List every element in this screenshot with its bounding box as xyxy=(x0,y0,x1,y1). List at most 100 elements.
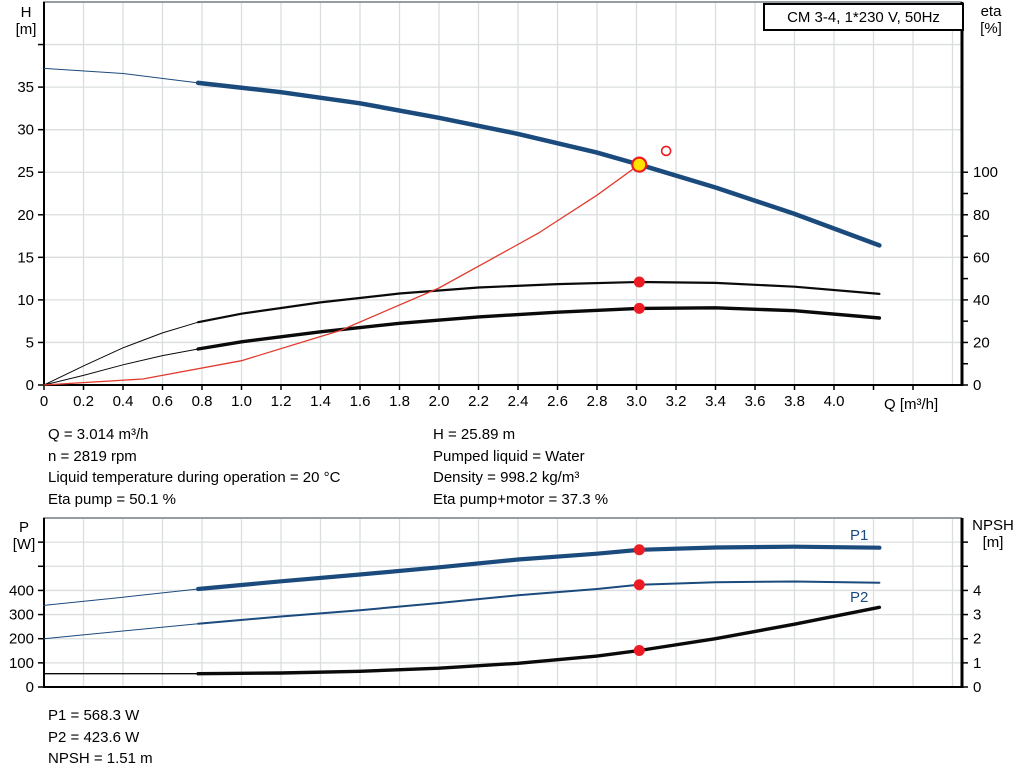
tick-label: 3 xyxy=(973,607,981,624)
series-system-curve xyxy=(43,163,640,386)
eta-pump-motor-curve-extension xyxy=(43,348,199,386)
eta-axis-unit-label: eta [%] xyxy=(980,3,1002,37)
info-density: Density = 998.2 kg/m³ xyxy=(433,469,580,487)
tick-label: 2.2 xyxy=(468,393,489,410)
tick-label: 100 xyxy=(973,164,998,181)
tick-label: 40 xyxy=(973,292,990,309)
head-curve-extension xyxy=(43,67,199,84)
tick-label: 0 xyxy=(26,679,34,696)
series-eta-pump-curve xyxy=(43,280,881,386)
series-eta-pump-motor-curve xyxy=(43,306,882,386)
tick-label: 3.2 xyxy=(666,393,687,410)
axis-ticks: 0 0.2 0.4 0.6 0.8 1.0 1.2 1.4 1.6 1.8 2.0 2.2 2.4 2.6… xyxy=(17,43,998,410)
tick-label: 2.4 xyxy=(508,393,529,410)
result-p1: P1 = 568.3 W xyxy=(48,707,140,724)
pump-title-box: CM 3-4, 1*230 V, 50Hz xyxy=(763,3,964,31)
p2-power-curve-extension xyxy=(43,623,199,640)
tick-label: 20 xyxy=(973,334,990,351)
result-p2: P2 = 423.6 W xyxy=(48,728,140,746)
gridlines xyxy=(44,2,962,385)
tick-label: 300 xyxy=(9,607,34,624)
tick-label: 0.4 xyxy=(113,393,134,410)
info-q: Q = 3.014 m³/h xyxy=(48,426,149,443)
tick-label: 0.6 xyxy=(152,393,173,410)
tick-label: 30 xyxy=(17,122,34,139)
p-axis-unit-label: P [W] xyxy=(12,519,36,553)
tick-label: 3.6 xyxy=(745,393,766,410)
tick-label: 100 xyxy=(9,655,34,672)
eta-pump-curve-extension xyxy=(43,321,199,386)
tick-label: 1.8 xyxy=(389,393,410,410)
tick-label: 0.2 xyxy=(73,393,94,410)
tick-label: 3.4 xyxy=(705,393,726,410)
info-eta-pump: Eta pump = 50.1 % xyxy=(48,491,176,509)
head-curve xyxy=(195,80,882,248)
tick-label: 1.6 xyxy=(350,393,371,410)
tick-label: 35 xyxy=(17,79,34,96)
h-axis-unit-label: H [m] xyxy=(15,4,37,38)
axis-ticks: 0 100 200 300 400 0 1 2 3 4 xyxy=(9,541,981,696)
tick-label: 0 xyxy=(40,393,48,410)
p2-point-marker xyxy=(633,579,645,591)
info-eta-pump-motor: Eta pump+motor = 37.3 % xyxy=(433,491,609,509)
tick-label: 15 xyxy=(17,249,34,266)
tick-label: 2 xyxy=(973,631,981,648)
p1-power-curve xyxy=(196,544,882,592)
tick-label: 2.0 xyxy=(429,393,450,410)
tick-label: 10 xyxy=(17,292,34,309)
info-liquid-temperature: Liquid temperature during operation = 20… xyxy=(48,469,341,487)
tick-label: 2.6 xyxy=(547,393,568,410)
p1-power-curve-extension xyxy=(43,588,199,606)
tick-label: 4.0 xyxy=(824,393,845,410)
npsh-axis-unit-label: NPSH [m] xyxy=(972,517,1014,551)
tick-label: 0 xyxy=(973,377,981,394)
npsh-point-marker xyxy=(633,645,645,657)
tick-label: 20 xyxy=(17,207,34,224)
tick-label: 0 xyxy=(973,679,981,696)
gridlines xyxy=(44,518,962,687)
chart-power-npsh: 0 100 200 300 400 0 1 2 3 4 xyxy=(9,517,981,696)
tick-label: 200 xyxy=(9,631,34,648)
eta-pump-motor-curve xyxy=(196,306,882,351)
tick-label: 400 xyxy=(9,582,34,599)
tick-label: 3.8 xyxy=(784,393,805,410)
series-head-curve xyxy=(43,67,882,248)
p2-curve-label: P2 xyxy=(850,589,869,606)
pump-title: CM 3-4, 1*230 V, 50Hz xyxy=(787,8,940,26)
npsh-curve xyxy=(196,605,882,676)
info-pumped-liquid: Pumped liquid = Water xyxy=(433,447,585,465)
tick-label: 1 xyxy=(973,655,981,672)
q-axis-unit-label: Q [m³/h] xyxy=(884,396,939,413)
chart-hq: 0 0.2 0.4 0.6 0.8 1.0 1.2 1.4 1.6 1.8 2.0 2.2 2.4 2.6… xyxy=(17,1,998,410)
tick-label: 5 xyxy=(26,334,34,351)
tick-label: 2.8 xyxy=(587,393,608,410)
result-npsh: NPSH = 1.51 m xyxy=(48,750,153,768)
series-p2-power-curve xyxy=(43,580,881,640)
series-npsh-curve xyxy=(43,605,882,676)
eta-pump-motor-point-marker xyxy=(633,302,645,314)
system-curve xyxy=(43,163,640,386)
tick-label: 1.4 xyxy=(310,393,331,410)
tick-label: 3.0 xyxy=(626,393,647,410)
tick-label: 4 xyxy=(973,582,981,599)
duty-info-left-column: Q = 3.014 m³/h n = 2819 rpm Liquid tempe… xyxy=(48,424,340,511)
tick-label: 0 xyxy=(26,377,34,394)
p2-power-curve xyxy=(197,580,881,625)
tick-label: 80 xyxy=(973,207,990,224)
requested-duty-point-marker xyxy=(660,145,672,157)
tick-label: 60 xyxy=(973,249,990,266)
duty-point-marker[interactable] xyxy=(631,156,648,173)
tick-label: 1.2 xyxy=(271,393,292,410)
eta-pump-point-marker xyxy=(633,276,645,288)
p1-point-marker xyxy=(633,544,645,556)
tick-label: 1.0 xyxy=(231,393,252,410)
eta-pump-curve xyxy=(197,280,881,324)
tick-label: 25 xyxy=(17,164,34,181)
info-speed: n = 2819 rpm xyxy=(48,447,137,465)
info-head: H = 25.89 m xyxy=(433,426,516,443)
p1-curve-label: P1 xyxy=(850,527,869,544)
tick-label: 0.8 xyxy=(192,393,213,410)
power-npsh-results: P1 = 568.3 W P2 = 423.6 W NPSH = 1.51 m xyxy=(48,705,153,770)
